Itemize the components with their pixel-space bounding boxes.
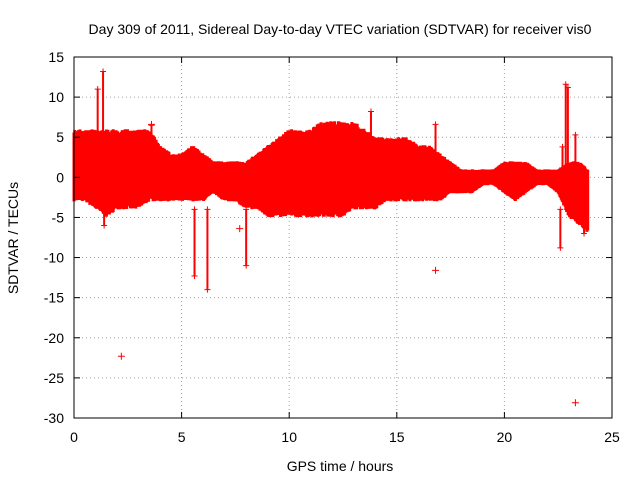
data-point bbox=[117, 352, 125, 360]
y-tick-label: -20 bbox=[44, 330, 64, 346]
data-point bbox=[564, 174, 571, 181]
data-point bbox=[564, 84, 571, 91]
data-point bbox=[101, 222, 108, 229]
data-point bbox=[571, 399, 579, 407]
y-tick-label: 15 bbox=[48, 49, 64, 65]
y-tick-label: -15 bbox=[44, 290, 64, 306]
y-tick-label: -10 bbox=[44, 250, 64, 266]
data-point bbox=[581, 230, 588, 237]
data-point bbox=[243, 262, 250, 269]
y-axis-label: SDTVAR / TECUs bbox=[5, 182, 21, 294]
data-point bbox=[191, 206, 198, 213]
grid bbox=[74, 57, 612, 418]
data-point bbox=[559, 143, 566, 150]
data-point bbox=[432, 266, 440, 274]
x-tick-label: 15 bbox=[389, 429, 405, 445]
x-tick-label: 20 bbox=[497, 429, 513, 445]
x-axis-label: GPS time / hours bbox=[287, 458, 394, 474]
chart-title: Day 309 of 2011, Sidereal Day-to-day VTE… bbox=[89, 21, 592, 37]
data-point bbox=[100, 166, 107, 173]
data-point bbox=[557, 206, 564, 213]
data-point bbox=[147, 120, 155, 128]
data-point bbox=[236, 225, 244, 233]
data-point bbox=[367, 174, 374, 181]
y-tick-label: 10 bbox=[48, 89, 64, 105]
x-tick-label: 5 bbox=[178, 429, 186, 445]
data-point bbox=[137, 197, 145, 205]
x-tick-label: 10 bbox=[281, 429, 297, 445]
y-tick-label: -25 bbox=[44, 370, 64, 386]
data-point bbox=[204, 286, 211, 293]
data-point bbox=[243, 206, 250, 213]
data-point bbox=[204, 206, 211, 213]
data-point bbox=[432, 121, 439, 128]
data-point bbox=[572, 174, 579, 181]
y-tick-label: -30 bbox=[44, 410, 64, 426]
data-point bbox=[191, 273, 198, 280]
data-point bbox=[562, 81, 569, 88]
data-point bbox=[94, 86, 101, 93]
data-point bbox=[94, 166, 101, 173]
y-tick-label: -5 bbox=[52, 209, 65, 225]
data-point bbox=[367, 108, 374, 115]
plot-frame bbox=[73, 56, 613, 419]
x-tick-label: 0 bbox=[70, 429, 78, 445]
data-point bbox=[432, 174, 439, 181]
y-tick-label: 5 bbox=[56, 129, 64, 145]
data-point bbox=[100, 68, 107, 75]
data-point bbox=[101, 174, 108, 181]
y-tick-label: 0 bbox=[56, 169, 64, 185]
data-point bbox=[557, 244, 564, 251]
data-point bbox=[581, 206, 588, 213]
data-series bbox=[72, 68, 590, 407]
x-tick-label: 25 bbox=[604, 429, 620, 445]
data-point bbox=[148, 174, 155, 181]
data-point bbox=[572, 131, 579, 138]
